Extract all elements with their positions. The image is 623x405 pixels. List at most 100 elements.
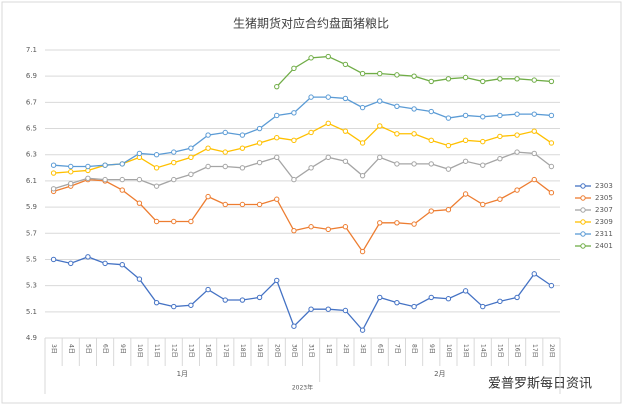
point <box>531 150 537 157</box>
point <box>377 123 383 129</box>
point <box>153 183 160 189</box>
point <box>308 55 314 61</box>
point <box>514 149 520 155</box>
point <box>480 78 486 85</box>
x-tick-label: 14日 <box>479 344 486 358</box>
point <box>497 196 503 202</box>
point <box>85 175 91 181</box>
point <box>342 224 349 230</box>
point <box>188 154 194 161</box>
point <box>85 254 91 260</box>
point <box>445 115 452 121</box>
point <box>462 112 469 119</box>
point <box>102 162 108 168</box>
point <box>548 163 555 170</box>
x-tick-label: 13日 <box>187 344 194 358</box>
y-tick-label: 6.5 <box>26 125 37 133</box>
legend-marker <box>580 219 586 225</box>
point <box>256 294 263 301</box>
point <box>428 294 434 301</box>
point <box>445 207 452 213</box>
x-tick-label: 9日 <box>428 344 435 354</box>
point <box>497 133 503 140</box>
x-tick-label: 4日 <box>67 344 74 354</box>
point <box>377 294 383 301</box>
point <box>531 271 537 277</box>
legend-label: 2309 <box>595 218 613 226</box>
legend-marker <box>580 183 586 189</box>
point <box>377 98 383 104</box>
chart-title: 生猪期货对应合约盘面猪粮比 <box>233 16 389 31</box>
point <box>188 302 194 308</box>
point <box>119 161 125 167</box>
x-tick-label: 2日 <box>342 344 349 354</box>
x-tick-label: 3日 <box>359 344 366 354</box>
point <box>411 131 417 137</box>
y-tick-label: 6.1 <box>26 177 37 185</box>
point <box>531 128 537 134</box>
x-tick-label: 5日 <box>84 344 91 354</box>
x-tick-label: 20日 <box>548 344 555 358</box>
point <box>428 161 434 167</box>
point <box>188 218 194 225</box>
legend-label: 2303 <box>595 182 613 190</box>
y-tick-label: 5.7 <box>26 229 37 237</box>
legend-marker <box>580 231 586 237</box>
point <box>548 282 555 289</box>
point <box>428 137 434 144</box>
point <box>291 176 297 183</box>
point <box>222 163 228 170</box>
point <box>136 150 143 157</box>
point <box>50 162 57 168</box>
point <box>411 221 417 227</box>
point <box>480 201 486 208</box>
point <box>411 73 417 79</box>
point <box>256 125 263 132</box>
point <box>342 95 349 102</box>
legend-marker <box>580 207 586 213</box>
point <box>171 218 177 225</box>
point <box>171 149 177 155</box>
point <box>394 131 400 137</box>
point <box>171 303 177 310</box>
point <box>205 145 211 151</box>
x-tick-label: 11日 <box>153 344 160 358</box>
y-tick-label: 5.3 <box>26 282 37 290</box>
point <box>119 176 125 183</box>
watermark: 爱普罗斯每日资讯 <box>488 376 592 392</box>
point <box>119 187 125 193</box>
point <box>291 227 297 234</box>
point <box>428 78 434 85</box>
legend-label: 2307 <box>595 206 613 214</box>
point <box>188 171 194 178</box>
point <box>171 176 177 183</box>
x-tick-label: 6日 <box>102 344 109 354</box>
point <box>153 165 160 171</box>
point <box>68 180 74 187</box>
point <box>394 103 400 109</box>
point <box>377 70 383 77</box>
point <box>480 303 486 310</box>
point <box>548 112 555 119</box>
x-tick-label: 6日 <box>376 344 383 354</box>
point <box>411 303 417 310</box>
point <box>497 298 503 305</box>
point <box>325 306 331 312</box>
point <box>136 200 143 206</box>
point <box>548 189 555 196</box>
legend-marker <box>580 243 586 249</box>
x-tick-label: 10日 <box>445 344 452 358</box>
point <box>497 76 503 82</box>
x-tick-label: 12日 <box>170 344 177 358</box>
x-tick-label: 8日 <box>411 344 418 354</box>
point <box>291 137 297 144</box>
point <box>205 132 211 138</box>
point <box>119 261 125 268</box>
point <box>359 172 366 179</box>
series-line <box>53 178 552 253</box>
point <box>256 140 263 146</box>
x-tick-label: 7日 <box>393 344 400 354</box>
point <box>377 154 383 161</box>
point <box>50 186 57 192</box>
